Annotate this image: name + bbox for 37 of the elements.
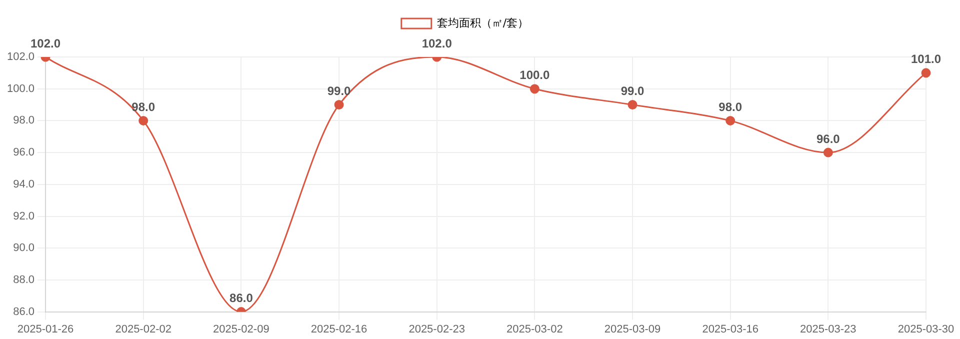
point <box>628 100 638 110</box>
x-tick-label: 2025-02-16 <box>310 323 368 336</box>
x-tick-label: 2025-03-23 <box>800 323 856 336</box>
y-tick-label: 88.0 <box>13 274 35 286</box>
data-label: 96.0 <box>816 132 840 146</box>
x-tick-label: 2025-03-30 <box>898 323 954 336</box>
point <box>823 148 833 158</box>
y-tick-label: 92.0 <box>13 210 35 222</box>
x-tick-label: 2025-03-09 <box>604 323 661 336</box>
x-tick-label: 2025-03-02 <box>506 323 563 336</box>
data-label: 102.0 <box>422 36 452 50</box>
y-tick-label: 90.0 <box>13 242 35 254</box>
data-label: 99.0 <box>327 84 352 98</box>
point <box>726 116 736 126</box>
x-tick-label: 2025-01-26 <box>17 323 74 336</box>
data-label: 99.0 <box>620 84 645 98</box>
data-label: 100.0 <box>520 68 550 82</box>
x-tick-label: 2025-03-16 <box>702 323 758 336</box>
data-label: 98.0 <box>718 100 742 114</box>
y-tick-label: 98.0 <box>13 114 35 127</box>
x-tick-label: 2025-02-09 <box>213 323 270 336</box>
y-tick-label: 102.0 <box>6 51 35 64</box>
point <box>530 84 540 94</box>
x-tick-label: 2025-02-02 <box>115 323 172 336</box>
point <box>921 68 931 78</box>
data-label: 102.0 <box>30 36 61 50</box>
legend-label: 套均面积（㎡/套） <box>436 16 529 30</box>
y-tick-label: 94.0 <box>13 178 35 190</box>
point <box>334 100 344 110</box>
point <box>138 116 148 126</box>
x-tick-label: 2025-02-23 <box>408 323 465 336</box>
data-label: 101.0 <box>910 52 942 66</box>
y-tick-label: 86.0 <box>13 306 35 318</box>
data-label: 86.0 <box>230 291 254 306</box>
y-tick-label: 100.0 <box>6 82 35 95</box>
data-label: 98.0 <box>132 100 156 114</box>
y-tick-label: 96.0 <box>13 146 35 159</box>
